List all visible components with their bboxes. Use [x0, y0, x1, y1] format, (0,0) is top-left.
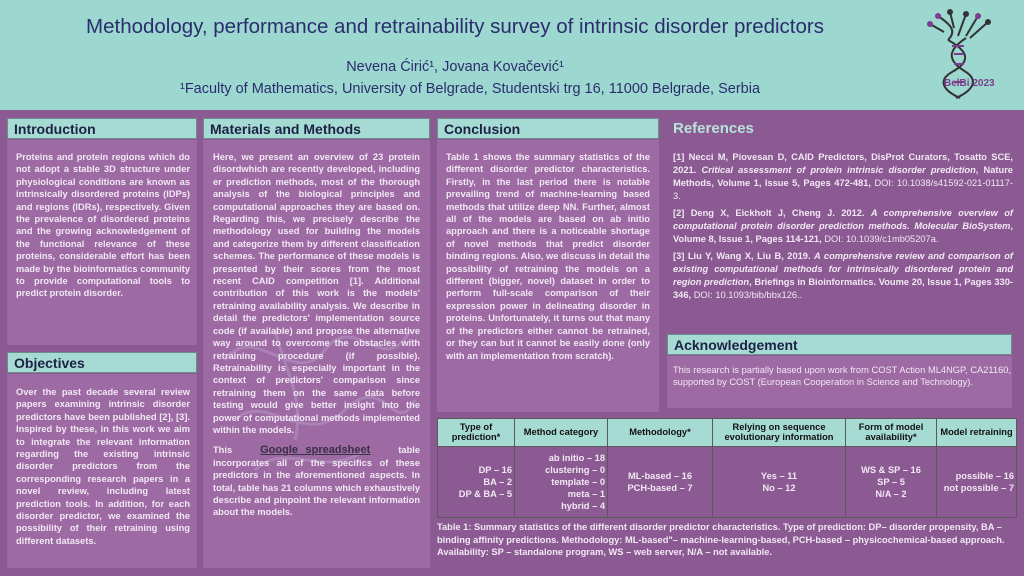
- objectives-heading: Objectives: [7, 352, 197, 373]
- table-header-cell: Method category: [514, 418, 608, 447]
- table-cell-line: No – 12: [762, 482, 796, 493]
- table-header-cell: Methodology*: [607, 418, 713, 447]
- reference-item: [2] Deng X, Eickholt J, Cheng J. 2012. A…: [673, 207, 1013, 246]
- reference-title: A comprehensive review and comparison of…: [673, 251, 1014, 287]
- table-cell-line: ab initio – 18: [548, 452, 605, 463]
- table-cell-line: WS & SP – 16: [861, 464, 921, 475]
- table-cell-line: N/A – 2: [875, 488, 907, 499]
- reference-doi: DOI: 10.1038/s41592-021-01117-3.: [673, 178, 1013, 201]
- poster-affiliation: ¹Faculty of Mathematics, University of B…: [179, 81, 761, 97]
- summary-table: Type of prediction* Method category Meth…: [437, 418, 1017, 518]
- reference-item: [1] Necci M, Piovesan D, CAID Predictors…: [673, 151, 1013, 203]
- table-cell-type: DP – 16 BA – 2 DP & BA – 5: [437, 445, 515, 518]
- table-cell-line: DP – 16: [478, 464, 512, 475]
- table-cell-availability: WS & SP – 16 SP – 5 N/A – 2: [845, 445, 937, 518]
- poster-header: [0, 0, 1024, 110]
- introduction-heading: Introduction: [7, 118, 197, 139]
- table-cell-evolutionary: Yes – 11 No – 12: [712, 445, 846, 518]
- acknowledgement-panel: [667, 356, 1012, 408]
- table-header-row: Type of prediction* Method category Meth…: [437, 418, 1017, 447]
- table-header-cell: Form of model availability*: [845, 418, 937, 447]
- introduction-panel: [7, 140, 197, 345]
- table-cell-line: PCH-based – 7: [627, 482, 693, 493]
- table-cell-line: BA – 2: [483, 476, 512, 487]
- methods-body: Here, we present an overview of 23 prote…: [213, 151, 420, 519]
- poster-title: Methodology, performance and retrainabil…: [86, 15, 824, 38]
- methods-heading: Materials and Methods: [203, 118, 430, 139]
- table-caption: Table 1: Summary statistics of the diffe…: [437, 522, 1005, 557]
- poster-authors: Nevena Ćirić¹, Jovana Kovačević¹: [346, 59, 564, 75]
- methods-text-2-pre: This: [213, 445, 233, 456]
- belbi-logo-text: BelBi 2023: [944, 78, 995, 89]
- reference-source: , Briefings in Bioinformatics. Voume 20,…: [673, 277, 1013, 300]
- reference-title: Critical assessment of protein intrinsic…: [701, 165, 976, 175]
- table-row: DP – 16 BA – 2 DP & BA – 5 ab initio – 1…: [437, 445, 1017, 518]
- reference-source: , Volume 8, Issue 1, Pages 114-121,: [673, 221, 1013, 244]
- objectives-panel: [7, 374, 197, 568]
- conclusion-panel: [437, 140, 659, 412]
- introduction-text: Proteins and protein regions which do no…: [16, 152, 190, 299]
- table-cell-line: clustering – 0: [545, 464, 605, 475]
- objectives-text: Over the past decade several review pape…: [16, 387, 190, 546]
- table-header-cell: Model retraining: [936, 418, 1017, 447]
- methods-text-2-post: table incorporates all of the specifics …: [213, 445, 420, 518]
- methods-text: Here, we present an overview of 23 prote…: [213, 152, 420, 435]
- table-cell-category: ab initio – 18 clustering – 0 template –…: [514, 445, 608, 518]
- table-cell-line: template – 0: [551, 476, 605, 487]
- reference-source: , Nature Methods, Volume 1, Issue 5, Pag…: [673, 165, 1013, 188]
- reference-title: A comprehensive overview of computationa…: [673, 208, 1013, 231]
- table-cell-methodology: ML-based – 16 PCH-based – 7: [607, 445, 713, 518]
- methods-panel: [203, 140, 430, 568]
- table-cell-line: SP – 5: [877, 476, 905, 487]
- reference-doi: DOI: 10.1093/bib/bbx126..: [693, 290, 803, 300]
- table-cell-line: possible – 16: [955, 470, 1014, 481]
- references-heading: References: [673, 120, 754, 137]
- reference-doi: DOI: 10.1039/c1mb05207a.: [824, 234, 939, 244]
- table-cell-retraining: possible – 16 not possible – 7: [936, 445, 1017, 518]
- table-header-cell: Relying on sequence evolutionary informa…: [712, 418, 846, 447]
- table-cell-line: hybrid – 4: [561, 500, 605, 511]
- reference-authors: [1] Necci M, Piovesan D, CAID Predictors…: [673, 152, 1013, 175]
- conclusion-heading: Conclusion: [437, 118, 659, 139]
- table-cell-line: ML-based – 16: [627, 470, 693, 481]
- methods-text-2: This Google spreadsheet table incorporat…: [213, 444, 420, 518]
- google-spreadsheet-link[interactable]: Google spreadsheet: [260, 444, 371, 457]
- reference-authors: [2] Deng X, Eickholt J, Cheng J. 2012.: [673, 208, 871, 218]
- table-header-cell: Type of prediction*: [437, 418, 515, 447]
- acknowledgement-heading: Acknowledgement: [667, 334, 1012, 355]
- protein-structure-icon: [223, 329, 417, 472]
- reference-authors: [3] Liu Y, Wang X, Liu B, 2019.: [673, 251, 815, 261]
- table-cell-line: DP & BA – 5: [458, 488, 512, 499]
- references-list: [1] Necci M, Piovesan D, CAID Predictors…: [673, 151, 1013, 302]
- table-cell-line: not possible – 7: [943, 482, 1014, 493]
- belbi-logo-icon: [927, 9, 991, 99]
- table-cell-line: meta – 1: [567, 488, 605, 499]
- acknowledgement-text: This research is partially based upon wo…: [673, 365, 1011, 388]
- table-cell-line: Yes – 11: [760, 470, 798, 481]
- reference-item: [3] Liu Y, Wang X, Liu B, 2019. A compre…: [673, 250, 1013, 302]
- conclusion-text: Table 1 shows the summary statistics of …: [446, 152, 650, 361]
